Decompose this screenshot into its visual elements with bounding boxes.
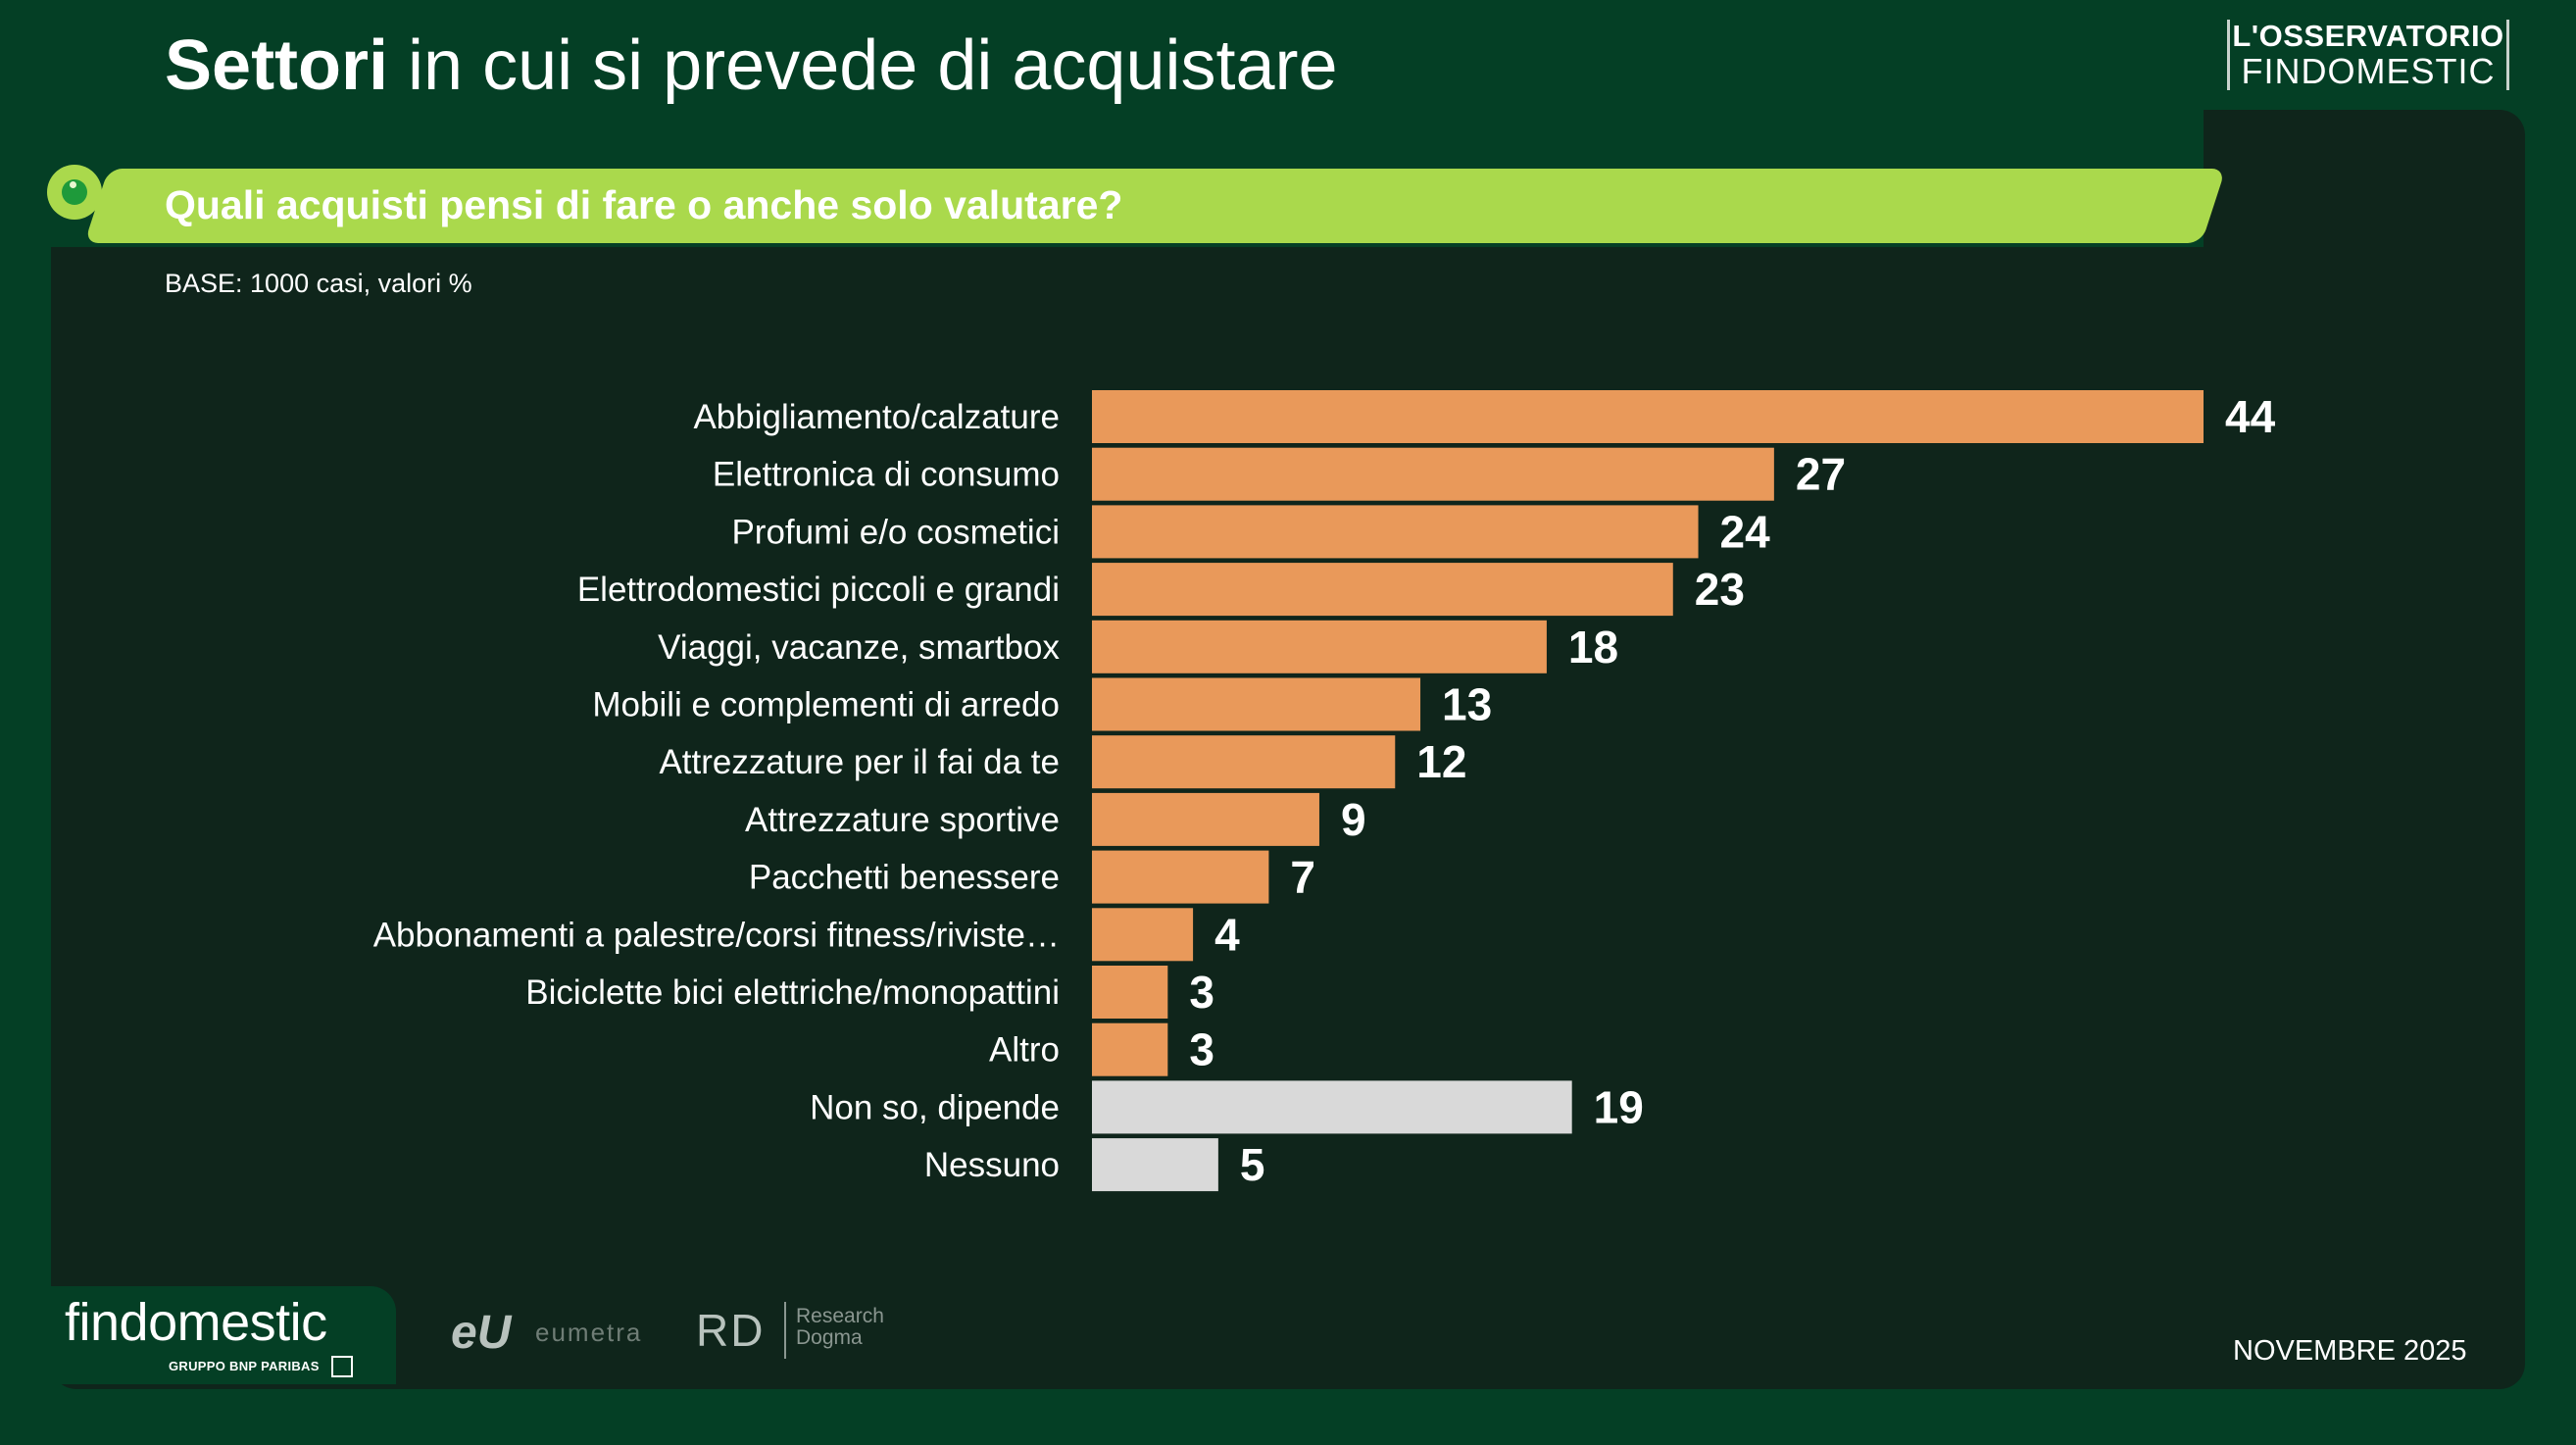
research-dogma-line2: Dogma	[796, 1326, 863, 1349]
value-label: 27	[1796, 449, 1846, 500]
category-label: Abbigliamento/calzature	[693, 398, 1060, 436]
value-label: 18	[1568, 622, 1618, 673]
value-label: 23	[1695, 564, 1745, 615]
category-label: Viaggi, vacanze, smartbox	[658, 628, 1060, 667]
category-label: Non so, dipende	[810, 1088, 1060, 1126]
research-dogma-line1: Research	[796, 1305, 884, 1327]
bar	[1092, 390, 2204, 443]
value-label: 19	[1594, 1081, 1644, 1132]
bar	[1092, 850, 1269, 904]
bar	[1092, 966, 1168, 1019]
bar	[1092, 908, 1194, 962]
osservatorio-logo-line1: L'OSSERVATORIO	[2232, 19, 2504, 53]
bar	[1092, 1080, 1572, 1134]
category-label: Attrezzature sportive	[745, 801, 1060, 839]
category-label: Elettronica di consumo	[713, 456, 1060, 494]
research-dogma-separator	[784, 1302, 786, 1359]
findomestic-logo-area	[0, 1286, 396, 1384]
osservatorio-logo-line2: FINDOMESTIC	[2241, 51, 2496, 91]
research-dogma-logo-mark: RD	[696, 1305, 766, 1356]
findomestic-logo: findomestic	[65, 1293, 327, 1352]
category-label: Pacchetti benessere	[749, 859, 1060, 897]
value-label: 3	[1189, 1024, 1214, 1075]
value-label: 4	[1214, 909, 1240, 960]
bar	[1092, 677, 1421, 731]
bar	[1092, 1022, 1168, 1076]
osservatorio-logo: L'OSSERVATORIO FINDOMESTIC	[2227, 20, 2509, 90]
bar	[1092, 563, 1673, 617]
eye-icon	[47, 165, 102, 220]
value-label: 44	[2225, 391, 2276, 442]
research-dogma-logo-text: Research Dogma	[796, 1306, 884, 1349]
eumetra-logo-text: eumetra	[535, 1318, 643, 1347]
value-label: 9	[1341, 794, 1366, 845]
bar	[1092, 447, 1774, 501]
category-label: Altro	[989, 1031, 1060, 1070]
value-label: 13	[1442, 679, 1492, 730]
bar	[1092, 505, 1699, 559]
bar	[1092, 735, 1396, 789]
value-label: 5	[1240, 1139, 1265, 1190]
page-title-bold: Settori	[165, 26, 389, 105]
findomestic-group-label: GRUPPO BNP PARIBAS	[169, 1359, 320, 1373]
value-label: 12	[1416, 736, 1466, 787]
category-label: Profumi e/o cosmetici	[731, 513, 1060, 551]
category-label: Mobili e complementi di arredo	[592, 686, 1060, 724]
category-label: Biciclette bici elettriche/monopattini	[525, 973, 1060, 1012]
category-label: Nessuno	[924, 1146, 1060, 1184]
bnp-icon	[331, 1356, 353, 1377]
base-note: BASE: 1000 casi, valori %	[165, 269, 472, 298]
eumetra-logo-mark: eU	[451, 1307, 512, 1359]
value-label: 24	[1720, 506, 1771, 557]
bar	[1092, 1138, 1218, 1192]
bar	[1092, 620, 1547, 673]
category-label: Elettrodomestici piccoli e grandi	[577, 571, 1060, 609]
report-date: NOVEMBRE 2025	[2233, 1335, 2467, 1367]
value-label: 3	[1189, 967, 1214, 1018]
category-label: Abbonamenti a palestre/corsi fitness/riv…	[373, 916, 1060, 954]
question-text: Quali acquisti pensi di fare o anche sol…	[165, 182, 1123, 227]
eye-glint	[70, 181, 76, 188]
page-title-rest: in cui si prevede di acquistare	[408, 26, 1338, 105]
bar	[1092, 792, 1319, 846]
page-title: Settori in cui si prevede di acquistare	[165, 22, 1338, 110]
value-label: 7	[1290, 852, 1315, 903]
category-label: Attrezzature per il fai da te	[659, 743, 1060, 781]
